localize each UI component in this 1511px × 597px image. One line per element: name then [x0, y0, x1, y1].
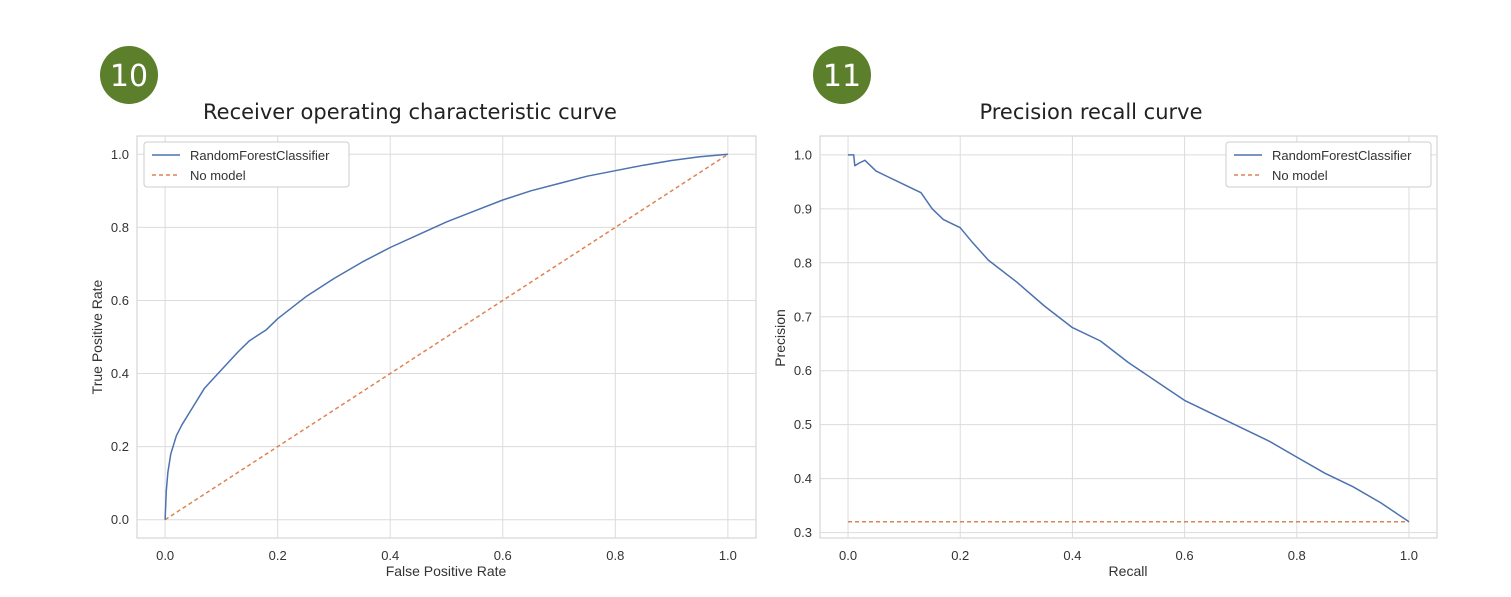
pr-x-tick-label: 1.0 [1400, 548, 1418, 563]
roc-chart: 10 Receiver operating characteristic cur… [89, 46, 757, 579]
roc-legend-box [143, 141, 350, 188]
roc-y-tick-label: 0.2 [111, 439, 129, 454]
pr-x-tick-label: 0.6 [1176, 548, 1194, 563]
pr-y-tick-label: 0.8 [794, 255, 812, 270]
pr-y-tick-label: 1.0 [794, 147, 812, 162]
pr-badge-number: 11 [823, 59, 861, 94]
pr-badge [813, 46, 871, 104]
pr-legend-label-baseline: No model [1272, 168, 1328, 183]
pr-series-random-forest-line [848, 154, 1410, 523]
pr-x-axis-label: Recall [1109, 563, 1148, 579]
roc-x-tick-label: 0.4 [381, 548, 399, 563]
pr-y-tick-label: 0.7 [794, 309, 812, 324]
roc-x-tick-label: 0.2 [269, 548, 287, 563]
roc-legend-label-model: RandomForestClassifier [190, 148, 330, 163]
pr-y-tick-label: 0.6 [794, 363, 812, 378]
roc-y-tick-label: 0.4 [111, 366, 129, 381]
pr-legend-box [1225, 141, 1432, 188]
pr-chart: 11 Precision recall curve 0.0 0.2 0.4 0.6 0.… [772, 46, 1438, 579]
roc-series-layer [164, 153, 729, 521]
roc-badge [100, 46, 158, 104]
roc-legend-label-baseline: No model [190, 168, 246, 183]
pr-plot-area [819, 135, 1438, 539]
roc-badge-number: 10 [110, 59, 148, 94]
pr-series-layer [848, 154, 1410, 523]
roc-y-tick-label: 0.6 [111, 293, 129, 308]
roc-title: Receiver operating characteristic curve [203, 100, 617, 124]
pr-y-tick-label: 0.4 [794, 471, 812, 486]
roc-x-tick-label: 0.0 [156, 548, 174, 563]
roc-tick-labels: 0.0 0.2 0.4 0.6 0.8 1.0 0.0 0.2 0.4 0.6 0.8 1.0 [111, 147, 737, 563]
pr-y-axis-label: Precision [772, 309, 788, 367]
roc-grid [137, 136, 756, 538]
pr-title: Precision recall curve [979, 100, 1202, 124]
pr-y-tick-label: 0.3 [794, 525, 812, 540]
pr-x-tick-label: 0.4 [1063, 548, 1081, 563]
pr-x-tick-label: 0.8 [1288, 548, 1306, 563]
roc-x-tick-label: 0.6 [494, 548, 512, 563]
roc-y-tick-label: 0.8 [111, 220, 129, 235]
roc-x-axis-label: False Positive Rate [386, 563, 507, 579]
roc-y-tick-label: 0.0 [111, 512, 129, 527]
pr-tick-labels: 0.0 0.2 0.4 0.6 0.8 1.0 0.3 0.4 0.5 0.6 0.7 0.8 0.9 1… [794, 147, 1418, 563]
roc-series-random-forest-line [164, 153, 728, 520]
pr-legend: RandomForestClassifier No model [1225, 141, 1432, 188]
roc-legend: RandomForestClassifier No model [143, 141, 350, 188]
pr-legend-label-model: RandomForestClassifier [1272, 148, 1412, 163]
pr-y-tick-label: 0.9 [794, 201, 812, 216]
roc-x-tick-label: 1.0 [719, 548, 737, 563]
pr-y-tick-label: 0.5 [794, 417, 812, 432]
pr-grid [820, 136, 1437, 538]
pr-x-tick-label: 0.0 [839, 548, 857, 563]
roc-y-tick-label: 1.0 [111, 147, 129, 162]
roc-x-tick-label: 0.8 [606, 548, 624, 563]
pr-x-tick-label: 0.2 [951, 548, 969, 563]
roc-y-axis-label: True Positive Rate [89, 279, 105, 394]
